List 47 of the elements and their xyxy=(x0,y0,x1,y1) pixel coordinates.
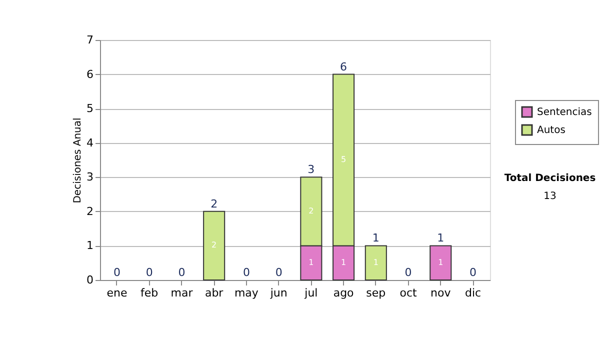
x-tick-label: ene xyxy=(106,286,128,300)
total-label: 3 xyxy=(308,163,315,176)
text: Total Decisiones xyxy=(504,173,596,184)
data-label: 2 xyxy=(308,206,314,216)
x-tick-label: ago xyxy=(333,286,354,300)
y-tick-label: 1 xyxy=(86,239,94,252)
y-tick-label: 3 xyxy=(86,170,94,184)
data-label: 1 xyxy=(308,258,314,267)
data-label: 1 xyxy=(438,258,444,267)
total-label: 1 xyxy=(437,232,444,245)
data-label: 5 xyxy=(341,155,346,164)
bar xyxy=(203,210,226,280)
y-axis-title: Decisiones Anual xyxy=(72,118,84,204)
x-tick-label: nov xyxy=(430,286,452,300)
x-tick-label: feb xyxy=(140,286,158,300)
x-tick-label: dic xyxy=(464,286,482,300)
data-label: 1 xyxy=(373,258,378,267)
total-label: 1 xyxy=(372,232,380,245)
total-label: 0 xyxy=(146,266,153,279)
x-tick-label: sep xyxy=(366,286,386,300)
data-label: 2 xyxy=(212,240,217,250)
y-tick-label: 6 xyxy=(86,68,94,81)
total-label: 0 xyxy=(178,266,186,279)
legend-label: Autos xyxy=(537,125,566,136)
x-tick-label: abr xyxy=(204,286,224,300)
x-tick-label: mar xyxy=(170,286,194,300)
total-label: 6 xyxy=(340,60,348,74)
x-tick-label: may xyxy=(234,286,259,300)
text: 13 xyxy=(544,191,556,202)
total-label: 2 xyxy=(210,197,218,210)
total-label: 0 xyxy=(404,266,412,279)
legend-label: Sentencias xyxy=(537,107,592,118)
total-label: 0 xyxy=(242,266,250,279)
y-tick-label: 7 xyxy=(86,34,94,46)
y-tick-label: 5 xyxy=(86,102,94,116)
bar xyxy=(364,245,387,280)
bar xyxy=(430,245,452,280)
total-label: 0 xyxy=(470,266,477,279)
y-tick-label: 2 xyxy=(86,204,94,218)
x-tick-label: jul xyxy=(304,286,318,300)
y-tick-label: 0 xyxy=(86,274,94,286)
total-label: 0 xyxy=(113,266,120,279)
total-label: 0 xyxy=(275,266,282,279)
y-tick-label: 4 xyxy=(86,136,94,150)
data-label: 1 xyxy=(341,258,346,267)
x-tick-label: oct xyxy=(400,286,418,300)
x-tick-label: jun xyxy=(269,286,288,300)
